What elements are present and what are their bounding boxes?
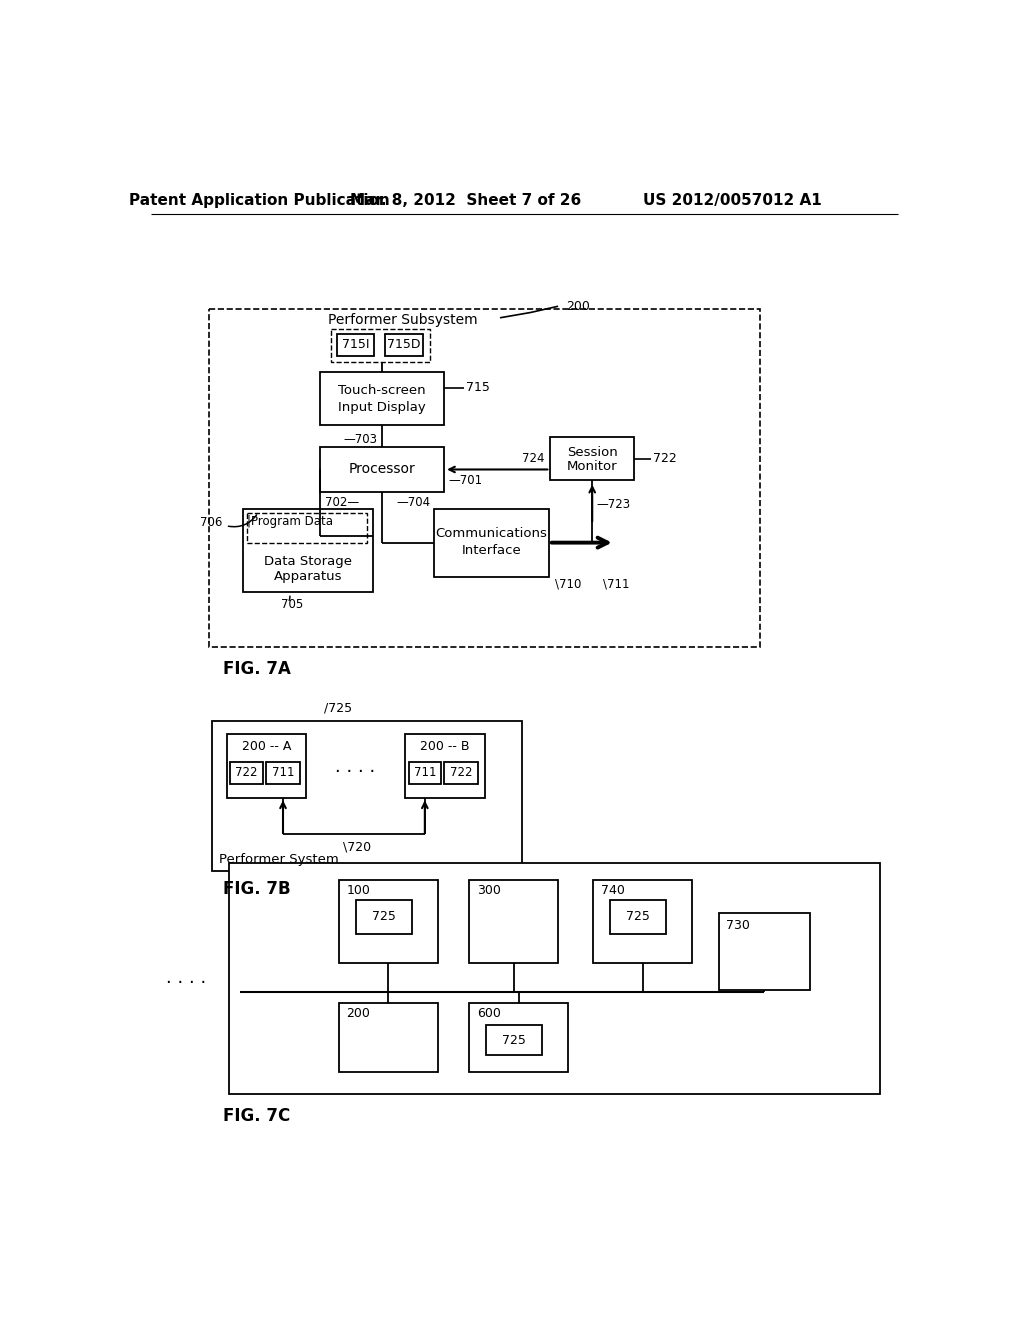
Text: 725: 725 — [626, 911, 650, 924]
Bar — [550, 437, 634, 480]
Text: Session: Session — [567, 446, 617, 459]
Text: 740: 740 — [601, 884, 625, 898]
Bar — [212, 721, 521, 871]
Bar — [593, 880, 692, 964]
Bar — [266, 762, 300, 784]
Text: FIG. 7C: FIG. 7C — [222, 1106, 290, 1125]
Text: Performer Subsystem: Performer Subsystem — [329, 313, 478, 327]
Bar — [230, 762, 263, 784]
Text: 300: 300 — [477, 884, 501, 898]
Text: Monitor: Monitor — [567, 459, 617, 473]
Text: 724: 724 — [521, 453, 544, 465]
Text: 600: 600 — [477, 1007, 501, 1020]
Bar — [228, 863, 880, 1094]
Text: 711: 711 — [414, 767, 436, 779]
Text: Communications: Communications — [435, 527, 548, 540]
Bar — [444, 762, 478, 784]
Text: —701: —701 — [449, 474, 482, 487]
Text: 725: 725 — [502, 1034, 526, 1047]
Text: Processor: Processor — [349, 462, 416, 477]
Text: Touch-screen: Touch-screen — [338, 384, 426, 397]
Text: \720: \720 — [343, 841, 372, 853]
Text: \711: \711 — [603, 578, 630, 591]
Bar — [331, 330, 430, 362]
Text: 200 -- B: 200 -- B — [420, 741, 470, 754]
Text: 100: 100 — [346, 884, 371, 898]
Bar — [406, 734, 484, 797]
Text: |Program Data: |Program Data — [248, 515, 334, 528]
Text: FIG. 7A: FIG. 7A — [222, 660, 291, 678]
Text: —703: —703 — [343, 433, 378, 446]
Text: 715D: 715D — [387, 338, 421, 351]
Text: \710: \710 — [555, 578, 582, 591]
Bar — [469, 880, 558, 964]
Text: . . . .: . . . . — [166, 969, 206, 987]
Text: Performer System: Performer System — [219, 853, 339, 866]
Bar — [243, 508, 373, 591]
Bar — [356, 900, 412, 933]
Text: 725: 725 — [372, 911, 395, 924]
Bar — [486, 1024, 542, 1056]
Bar — [434, 508, 549, 577]
Bar — [385, 334, 423, 355]
Text: . . . .: . . . . — [335, 758, 375, 776]
Text: 705: 705 — [282, 598, 304, 611]
Bar — [321, 447, 444, 492]
Text: 722: 722 — [653, 453, 677, 465]
Text: FIG. 7B: FIG. 7B — [222, 880, 290, 898]
Bar — [209, 309, 760, 647]
Bar — [337, 334, 375, 355]
Text: —723: —723 — [597, 498, 631, 511]
Text: 706: 706 — [200, 516, 222, 529]
Text: /725: /725 — [324, 702, 352, 714]
Bar — [247, 512, 368, 544]
Text: 200: 200 — [346, 1007, 371, 1020]
Text: 715: 715 — [466, 381, 489, 395]
Bar — [409, 762, 441, 784]
Text: 722: 722 — [236, 767, 258, 779]
Text: Input Display: Input Display — [338, 401, 426, 414]
Text: 200 -- A: 200 -- A — [242, 741, 292, 754]
Text: 200: 200 — [566, 300, 590, 313]
Text: —704: —704 — [396, 496, 430, 510]
Bar — [610, 900, 666, 933]
Text: Interface: Interface — [462, 544, 521, 557]
Bar — [227, 734, 306, 797]
Text: US 2012/0057012 A1: US 2012/0057012 A1 — [643, 193, 822, 209]
Text: Apparatus: Apparatus — [273, 570, 342, 583]
Bar — [339, 880, 438, 964]
Text: 715I: 715I — [342, 338, 370, 351]
Text: 711: 711 — [271, 767, 294, 779]
Text: Patent Application Publication: Patent Application Publication — [129, 193, 390, 209]
Bar — [719, 913, 810, 990]
Text: 730: 730 — [726, 919, 751, 932]
Text: Mar. 8, 2012  Sheet 7 of 26: Mar. 8, 2012 Sheet 7 of 26 — [349, 193, 581, 209]
Bar — [469, 1003, 568, 1072]
Text: 702—: 702— — [325, 496, 359, 510]
Bar — [321, 372, 444, 425]
Text: 722: 722 — [450, 767, 472, 779]
Text: Data Storage: Data Storage — [264, 554, 352, 568]
Bar — [339, 1003, 438, 1072]
